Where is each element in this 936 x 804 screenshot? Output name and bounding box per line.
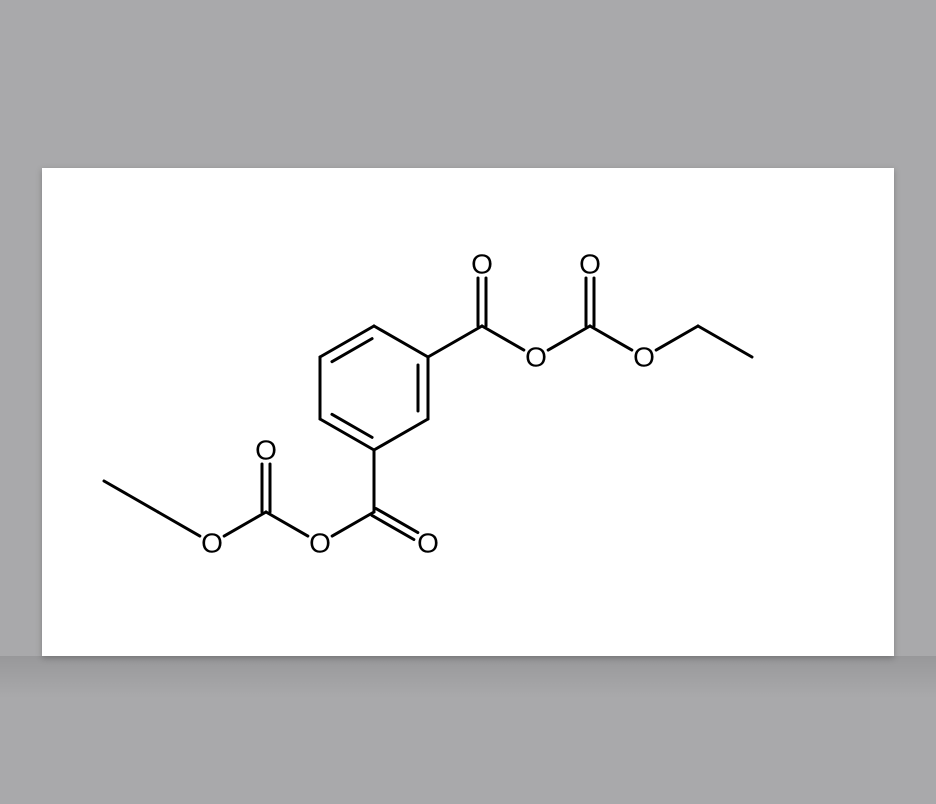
molecule-group: O O O O O O O O xyxy=(104,249,752,559)
page-root: O O O O O O O O xyxy=(0,0,936,804)
oxygen-atom: O xyxy=(471,249,493,280)
molecule-svg: O O O O O O O O xyxy=(42,168,894,656)
oxygen-atom: O xyxy=(309,528,331,559)
oxygen-atom: O xyxy=(255,435,277,466)
oxygen-atom: O xyxy=(633,342,655,373)
oxygen-atom: O xyxy=(579,249,601,280)
structure-card: O O O O O O O O xyxy=(42,168,894,656)
oxygen-atom: O xyxy=(525,342,547,373)
shadow-band xyxy=(0,656,936,698)
oxygen-atom: O xyxy=(201,528,223,559)
oxygen-atom: O xyxy=(417,528,439,559)
